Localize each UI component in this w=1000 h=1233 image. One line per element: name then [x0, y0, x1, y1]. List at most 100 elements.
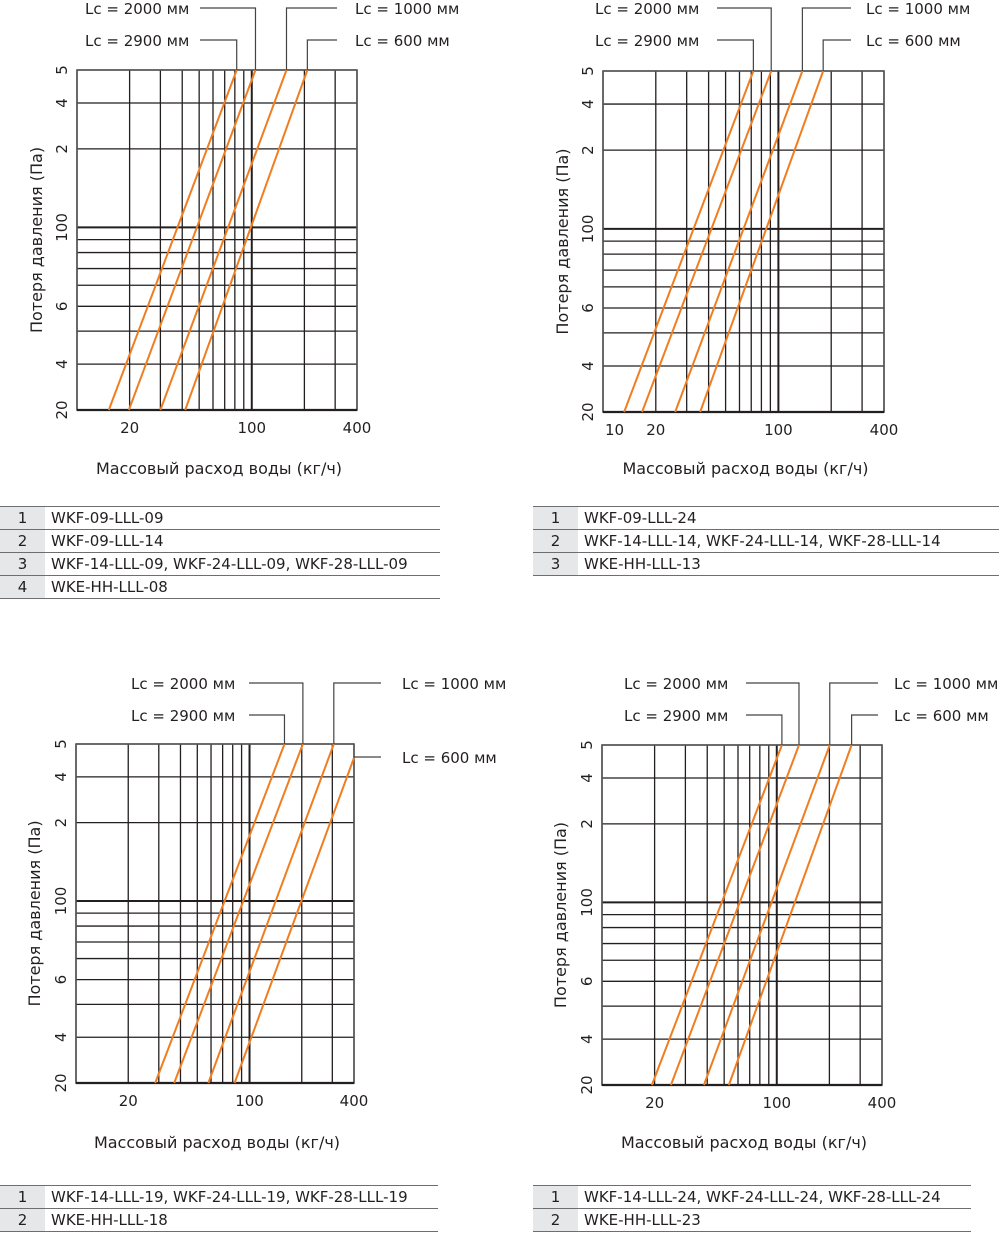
y-axis-title: Потеря давления (Па) [553, 148, 572, 334]
y-tick-label: 20 [53, 400, 71, 419]
y-tick-label: 4 [579, 361, 597, 371]
y-tick-label: 2 [53, 144, 71, 154]
legend-label: Lc = 2900 мм [624, 707, 728, 725]
x-tick-label: 20 [645, 1094, 664, 1112]
legend-label: Lc = 1000 мм [866, 0, 970, 18]
leader-line [746, 714, 783, 745]
legend-label: Lc = 2000 мм [85, 0, 189, 18]
series-line [670, 744, 800, 1086]
y-tick-label: 2 [52, 818, 70, 828]
series-line [107, 69, 238, 411]
table-row: 2 WKF-09-LLL-14 [0, 529, 440, 553]
x-tick-label: 100 [762, 1094, 791, 1112]
y-tick-label: 5 [579, 66, 597, 76]
leader-line [285, 7, 337, 70]
leader-line [851, 714, 878, 745]
row-models: WKF-14-LLL-24, WKF-24-LLL-24, WKF-28-LLL… [578, 1185, 971, 1209]
leader-line [829, 682, 878, 745]
model-table-3: 1 WKF-14-LLL-19, WKF-24-LLL-19, WKF-28-LL… [0, 1185, 438, 1232]
legend-label: Lc = 1000 мм [402, 675, 506, 693]
y-tick-label: 100 [579, 215, 597, 244]
row-number: 3 [0, 552, 45, 576]
y-tick-label: 4 [578, 773, 596, 783]
x-tick-label: 100 [235, 1092, 264, 1110]
legend-label: Lc = 2000 мм [595, 0, 699, 18]
y-tick-label: 4 [53, 98, 71, 108]
x-tick-label: 100 [764, 421, 793, 439]
series-line [702, 744, 831, 1086]
leader-line [333, 682, 381, 744]
series-line [623, 70, 755, 413]
y-tick-label: 4 [52, 1032, 70, 1042]
series-line [641, 70, 773, 413]
y-tick-label: 6 [52, 975, 70, 985]
y-tick-label: 4 [578, 1034, 596, 1044]
row-models: WKF-09-LLL-14 [45, 529, 440, 553]
table-row: 3 WKF-14-LLL-09, WKF-24-LLL-09, WKF-28-LL… [0, 552, 440, 576]
legend-label: Lc = 1000 мм [894, 675, 998, 693]
row-number: 2 [0, 1208, 45, 1232]
row-models: WKE-HH-LLL-23 [578, 1208, 971, 1232]
x-axis-title: Массовый расход воды (кг/ч) [622, 459, 868, 478]
leader-line [717, 7, 772, 71]
y-tick-label: 6 [578, 977, 596, 987]
series-line [727, 744, 853, 1086]
table-row: 1 WKF-14-LLL-24, WKF-24-LLL-24, WKF-28-LL… [533, 1185, 971, 1209]
y-tick-label: 100 [578, 888, 596, 917]
leader-line [200, 39, 238, 70]
series-line [154, 743, 286, 1084]
chart-1: Lc = 2000 мм Lc = 2900 мм Lc = 1000 мм Lc =… [27, 0, 459, 478]
model-table-1: 1 WKF-09-LLL-09 2 WKF-09-LLL-14 3 WKF-14-LLL-… [0, 506, 440, 599]
x-tick-label: 10 [605, 421, 624, 439]
chart-2: Lc = 2000 мм Lc = 2900 мм Lc = 1000 мм Lc =… [553, 0, 970, 478]
y-tick-label: 6 [53, 302, 71, 312]
row-models: WKF-14-LLL-19, WKF-24-LLL-19, WKF-28-LLL… [45, 1185, 438, 1209]
y-tick-label: 5 [578, 740, 596, 750]
x-axis-title: Массовый расход воды (кг/ч) [94, 1133, 340, 1152]
row-number: 3 [533, 552, 578, 576]
legend-label: Lc = 600 мм [402, 749, 497, 767]
y-tick-label: 2 [578, 819, 596, 829]
series-line [233, 757, 355, 1084]
y-tick-label: 20 [578, 1075, 596, 1094]
x-tick-label: 20 [119, 1092, 138, 1110]
row-number: 2 [533, 529, 578, 553]
y-tick-label: 100 [52, 887, 70, 916]
x-tick-label: 400 [868, 1094, 897, 1112]
legend-label: Lc = 2900 мм [595, 32, 699, 50]
leader-line [200, 7, 257, 70]
y-axis-title: Потеря давления (Па) [25, 820, 44, 1006]
chart-3: Lc = 2000 мм Lc = 2900 мм Lc = 1000 мм Lc =… [25, 675, 506, 1152]
x-tick-label: 20 [646, 421, 665, 439]
series-line [650, 744, 783, 1086]
legend-label: Lc = 2000 мм [624, 675, 728, 693]
row-models: WKF-14-LLL-09, WKF-24-LLL-09, WKF-28-LLL… [45, 552, 440, 576]
x-tick-label: 20 [120, 419, 139, 437]
leader-line [306, 39, 337, 70]
y-tick-label: 4 [579, 99, 597, 109]
y-tick-label: 2 [579, 145, 597, 155]
x-tick-label: 100 [237, 419, 266, 437]
table-row: 4 WKE-HH-LLL-08 [0, 575, 440, 599]
row-number: 2 [533, 1208, 578, 1232]
x-tick-label: 400 [343, 419, 372, 437]
row-models: WKF-09-LLL-09 [45, 506, 440, 530]
row-models: WKE-HH-LLL-18 [45, 1208, 438, 1232]
y-axis-title: Потеря давления (Па) [27, 147, 46, 333]
y-tick-label: 4 [53, 359, 71, 369]
model-table-4: 1 WKF-14-LLL-24, WKF-24-LLL-24, WKF-28-LL… [533, 1185, 971, 1232]
leader-line [746, 682, 800, 745]
table-row: 3 WKE-HH-LLL-13 [533, 552, 999, 576]
row-number: 2 [0, 529, 45, 553]
table-row: 2 WKE-HH-LLL-23 [533, 1208, 971, 1232]
series-line [699, 70, 825, 413]
table-row: 1 WKF-14-LLL-19, WKF-24-LLL-19, WKF-28-LL… [0, 1185, 438, 1209]
table-row: 2 WKF-14-LLL-14, WKF-24-LLL-14, WKF-28-LL… [533, 529, 999, 553]
legend-label: Lc = 2900 мм [131, 707, 235, 725]
table-row: 1 WKF-09-LLL-24 [533, 506, 999, 530]
series-line [159, 69, 288, 411]
row-models: WKF-09-LLL-24 [578, 506, 999, 530]
row-models: WKE-HH-LLL-13 [578, 552, 999, 576]
chart-4: Lc = 2000 мм Lc = 2900 мм Lc = 1000 мм Lc =… [551, 675, 998, 1152]
